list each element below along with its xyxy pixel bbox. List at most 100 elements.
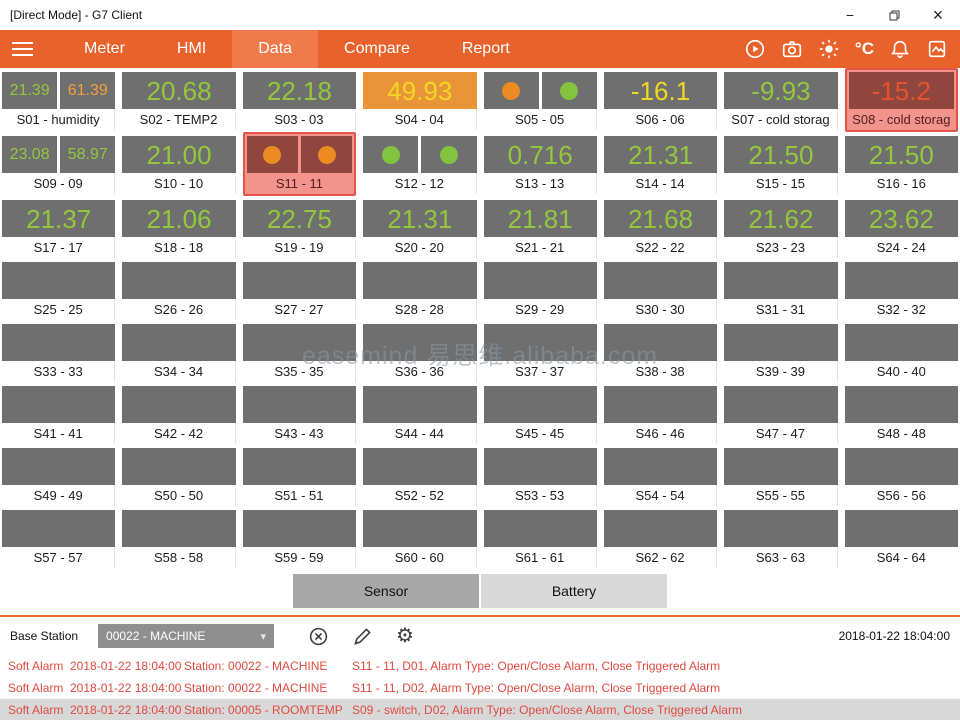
sensor-value-boxes [844, 262, 958, 299]
sensor-tile[interactable]: S30 - 30 [603, 258, 718, 320]
sensor-tile[interactable]: 21.31 S20 - 20 [363, 196, 477, 258]
menu-icon[interactable] [0, 30, 44, 68]
sensor-tile[interactable]: S33 - 33 [2, 320, 116, 382]
sensor-tile[interactable]: S25 - 25 [2, 258, 116, 320]
sensor-tile[interactable]: S51 - 51 [242, 444, 357, 506]
camera-icon[interactable] [781, 38, 803, 60]
sensor-tile[interactable]: S11 - 11 [242, 132, 357, 196]
alarm-row[interactable]: Soft Alarm 2018-01-22 18:04:00 Station: 00… [0, 699, 960, 720]
sensor-tile[interactable]: -9.93 S07 - cold storag [724, 68, 838, 130]
sensor-tile[interactable]: S32 - 32 [844, 258, 958, 320]
sensor-tile[interactable]: S05 - 05 [483, 68, 597, 130]
sensor-tile[interactable]: 21.06 S18 - 18 [122, 196, 236, 258]
sensor-tile[interactable]: S52 - 52 [363, 444, 477, 506]
sensor-tile[interactable]: S40 - 40 [844, 320, 958, 382]
sensor-value-boxes: -9.93 [724, 72, 838, 109]
tab-compare[interactable]: Compare [344, 40, 410, 57]
temperature-unit-toggle[interactable]: °C [854, 39, 874, 58]
sensor-tile[interactable]: 23.08 58.97 S09 - 09 [2, 132, 116, 194]
sensor-tile[interactable]: S60 - 60 [363, 506, 477, 568]
alarm-row[interactable]: Soft Alarm 2018-01-22 18:04:00 Station: 00… [0, 677, 960, 699]
alarm-station: Station: 00005 - ROOMTEMP [184, 703, 343, 717]
sensor-tile[interactable]: 21.31 S14 - 14 [603, 132, 718, 194]
run-icon[interactable] [744, 38, 766, 60]
sensor-tile[interactable]: S43 - 43 [242, 382, 357, 444]
restore-button[interactable] [872, 0, 916, 30]
sensor-tile[interactable]: S44 - 44 [363, 382, 477, 444]
sensor-tab-button[interactable]: Sensor [293, 574, 479, 608]
sensor-tile[interactable]: S35 - 35 [242, 320, 357, 382]
sensor-tile[interactable]: 22.18 S03 - 03 [242, 68, 357, 130]
alarm-bell-icon[interactable] [889, 38, 911, 60]
sensor-tile[interactable]: 0.716 S13 - 13 [483, 132, 597, 194]
brightness-icon[interactable] [818, 38, 840, 60]
close-button[interactable]: × [932, 4, 944, 25]
battery-tab-button[interactable]: Battery [481, 574, 667, 608]
sensor-tile[interactable]: 21.62 S23 - 23 [724, 196, 838, 258]
sensor-tile[interactable]: S56 - 56 [844, 444, 958, 506]
sensor-tile[interactable]: S31 - 31 [724, 258, 838, 320]
sensor-tile[interactable]: S28 - 28 [363, 258, 477, 320]
sensor-tile[interactable]: S36 - 36 [363, 320, 477, 382]
sensor-tile[interactable]: S54 - 54 [603, 444, 718, 506]
tab-hmi[interactable]: HMI [176, 40, 207, 57]
tab-data[interactable]: Data [232, 30, 319, 68]
sensor-tile[interactable]: S48 - 48 [844, 382, 958, 444]
sensor-value: 58.97 [67, 145, 108, 163]
tab-report[interactable]: Report [461, 40, 510, 57]
sensor-tile[interactable]: S12 - 12 [363, 132, 477, 194]
sensor-tile[interactable]: S49 - 49 [2, 444, 116, 506]
sensor-tile[interactable]: S63 - 63 [724, 506, 838, 568]
edit-icon[interactable] [353, 627, 372, 646]
sensor-tile[interactable]: S58 - 58 [122, 506, 236, 568]
sensor-tile[interactable]: S55 - 55 [724, 444, 838, 506]
sensor-value-box [300, 136, 353, 173]
sensor-tile[interactable]: S46 - 46 [603, 382, 718, 444]
sensor-tile[interactable]: S39 - 39 [724, 320, 838, 382]
minimize-button[interactable]: − [845, 7, 855, 23]
sensor-tile[interactable]: S57 - 57 [2, 506, 116, 568]
sensor-tile[interactable]: 22.75 S19 - 19 [242, 196, 357, 258]
sensor-tile[interactable]: S64 - 64 [844, 506, 958, 568]
sensor-tile[interactable]: S47 - 47 [724, 382, 838, 444]
sensor-tile[interactable]: S37 - 37 [483, 320, 597, 382]
sensor-tile[interactable]: 21.81 S21 - 21 [483, 196, 597, 258]
sensor-tile[interactable]: S26 - 26 [122, 258, 236, 320]
sensor-tile[interactable]: S27 - 27 [242, 258, 357, 320]
sensor-value-box [483, 324, 597, 361]
settings-icon[interactable]: ⚙ [396, 625, 414, 647]
sensor-tile[interactable]: -16.1 S06 - 06 [603, 68, 718, 130]
sensor-tile[interactable]: S38 - 38 [603, 320, 718, 382]
sensor-value-box [844, 262, 958, 299]
sensor-tile[interactable]: 21.00 S10 - 10 [122, 132, 236, 194]
sensor-tile[interactable]: 21.37 S17 - 17 [2, 196, 116, 258]
station-select[interactable]: 00022 - MACHINE ▾ [98, 624, 275, 648]
sensor-tile[interactable]: S41 - 41 [2, 382, 116, 444]
sensor-tile[interactable]: S29 - 29 [483, 258, 597, 320]
sensor-tile[interactable]: 49.93 S04 - 04 [363, 68, 477, 130]
sensor-tile[interactable]: 21.50 S15 - 15 [724, 132, 838, 194]
sensor-value-boxes: 21.39 61.39 [2, 72, 116, 109]
sensor-tile[interactable]: S45 - 45 [483, 382, 597, 444]
sensor-tile[interactable]: 20.68 S02 - TEMP2 [122, 68, 236, 130]
sensor-value-box [2, 262, 116, 299]
alarm-row[interactable]: Soft Alarm 2018-01-22 18:04:00 Station: 00… [0, 655, 960, 677]
sensor-tile[interactable]: S34 - 34 [122, 320, 236, 382]
sensor-tile[interactable]: 21.68 S22 - 22 [603, 196, 718, 258]
sensor-tile[interactable]: S42 - 42 [122, 382, 236, 444]
sensor-tile[interactable]: 21.39 61.39 S01 - humidity [2, 68, 116, 130]
sensor-label: S16 - 16 [876, 176, 926, 191]
sensor-tile[interactable]: S61 - 61 [483, 506, 597, 568]
sensor-value-boxes [122, 510, 236, 547]
sensor-tile[interactable]: S62 - 62 [603, 506, 718, 568]
sensor-tile[interactable]: S59 - 59 [242, 506, 357, 568]
tab-meter[interactable]: Meter [84, 40, 125, 57]
sensor-tile[interactable]: S50 - 50 [122, 444, 236, 506]
sensor-label: S55 - 55 [724, 485, 838, 506]
sensor-tile[interactable]: S53 - 53 [483, 444, 597, 506]
image-export-icon[interactable] [926, 38, 948, 60]
sensor-tile[interactable]: 23.62 S24 - 24 [844, 196, 958, 258]
sensor-tile[interactable]: 21.50 S16 - 16 [844, 132, 958, 194]
cancel-icon[interactable] [308, 626, 329, 647]
sensor-tile[interactable]: -15.2 S08 - cold storag [844, 68, 958, 132]
